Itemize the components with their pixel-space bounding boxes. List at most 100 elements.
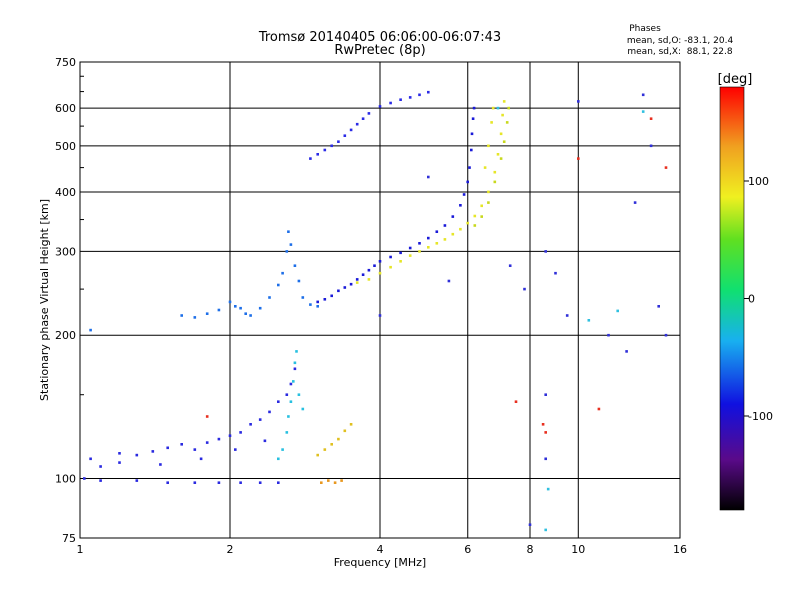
data-point-s0-4 — [193, 481, 197, 484]
data-point-s2-19 — [459, 204, 462, 207]
data-point-s8-4 — [343, 429, 347, 433]
x-tick-label: 10 — [571, 543, 585, 556]
data-point-s1-16 — [293, 264, 297, 267]
data-point-s1-10 — [268, 296, 271, 299]
data-point-s4-18 — [499, 132, 503, 136]
data-point-s2-1 — [323, 298, 327, 301]
data-point-s8-5 — [349, 423, 353, 426]
data-point-s6-6 — [293, 361, 297, 365]
data-point-s10-6 — [625, 350, 628, 353]
data-point-s10-9 — [649, 144, 653, 148]
data-point-s0-30 — [199, 457, 203, 461]
data-point-s4-13 — [473, 214, 477, 218]
data-point-s10-3 — [565, 314, 569, 317]
data-point-s0-1 — [99, 479, 102, 482]
data-point-s4-9 — [443, 238, 447, 241]
data-point-s2-6 — [355, 278, 359, 281]
data-point-s4-15 — [487, 190, 490, 194]
data-point-s0-9 — [89, 457, 92, 461]
data-point-s3-6 — [349, 128, 353, 132]
colorbar-tick-label: -100 — [748, 410, 773, 423]
y-tick-label: 500 — [55, 140, 76, 153]
data-point-s10-5 — [607, 333, 610, 337]
data-point-s8-1 — [323, 448, 327, 451]
data-point-s1-11 — [277, 283, 280, 287]
data-point-s4-12 — [466, 221, 469, 225]
data-point-s6-2 — [285, 431, 289, 434]
data-point-s5-7 — [507, 106, 510, 110]
data-point-s4-24 — [483, 166, 487, 169]
data-point-s1-15 — [289, 243, 293, 246]
data-point-s1-5 — [234, 305, 237, 308]
data-point-s6-3 — [287, 415, 290, 418]
data-point-s10-7 — [633, 201, 637, 204]
chart-subtitle: RwPretec (8p) — [334, 43, 425, 58]
data-point-s2-10 — [378, 260, 382, 263]
data-point-s2-3 — [337, 289, 340, 293]
data-point-s1-1 — [193, 316, 197, 319]
x-axis-label: Frequency [MHz] — [334, 556, 426, 569]
colorbar-label: [deg] — [718, 72, 753, 87]
data-point-s1-14 — [287, 230, 290, 233]
data-point-s0-25 — [285, 393, 289, 396]
data-point-s3-5 — [343, 134, 347, 137]
data-point-s1-0 — [180, 314, 183, 317]
data-point-s10-10 — [657, 305, 660, 308]
data-point-s4-5 — [408, 254, 412, 257]
data-point-s4-1 — [367, 278, 371, 281]
y-axis-label: Stationary phase Virtual Height [km] — [38, 199, 51, 401]
data-point-s2-17 — [443, 224, 447, 227]
data-point-s10-8 — [641, 93, 645, 97]
data-point-s2-22 — [468, 166, 471, 169]
data-point-s0-15 — [180, 443, 183, 446]
data-point-s0-16 — [193, 448, 197, 451]
data-point-s3-3 — [330, 144, 333, 148]
data-point-s2-16 — [435, 230, 439, 233]
data-point-s0-27 — [293, 367, 297, 371]
data-point-s0-5 — [217, 481, 221, 484]
data-point-s5-1 — [480, 215, 483, 218]
data-point-s0-3 — [166, 481, 169, 484]
data-point-s9-4 — [541, 423, 545, 426]
y-tick-label: 100 — [55, 473, 76, 486]
data-point-s7-3 — [340, 479, 343, 482]
data-point-s1-18 — [301, 296, 305, 299]
x-tick-label: 6 — [464, 543, 471, 556]
data-point-s2-9 — [373, 264, 376, 267]
data-point-s0-7 — [258, 481, 262, 484]
data-point-s10-12 — [544, 393, 547, 396]
data-point-s1-12 — [281, 271, 284, 275]
data-point-s5-0 — [473, 224, 477, 227]
data-point-s6-5 — [292, 380, 295, 383]
data-point-s0-0 — [83, 477, 86, 480]
data-point-s7-1 — [327, 479, 330, 482]
data-point-s0-26 — [289, 382, 293, 386]
data-point-s4-11 — [459, 227, 462, 231]
data-point-s2-21 — [466, 180, 469, 184]
data-point-s0-21 — [249, 423, 252, 426]
data-point-s2-2 — [330, 294, 333, 298]
data-point-s2-7 — [361, 273, 365, 276]
data-point-s2-15 — [427, 236, 430, 240]
data-point-s6-4 — [289, 400, 293, 403]
data-point-s6-7 — [295, 350, 298, 353]
data-point-s7-2 — [333, 481, 337, 484]
data-point-s0-11 — [118, 461, 121, 464]
data-point-s4-19 — [501, 113, 504, 117]
data-point-s3-10 — [378, 105, 382, 108]
data-point-s3-1 — [316, 153, 319, 156]
stats-line-o: mean, sd,O: -83.1, 20.4 — [627, 36, 734, 46]
data-point-s10-13 — [544, 457, 547, 461]
data-point-s5-5 — [502, 140, 506, 143]
data-point-s4-4 — [399, 260, 402, 263]
data-point-s4-3 — [389, 265, 392, 269]
data-point-s10-17 — [378, 314, 382, 317]
data-point-s10-14 — [528, 523, 532, 526]
data-point-s0-20 — [239, 431, 242, 434]
data-point-s1-3 — [217, 308, 221, 312]
data-point-s2-13 — [408, 246, 412, 250]
data-point-s10-18 — [508, 264, 512, 267]
data-point-s2-25 — [471, 117, 475, 120]
data-point-s8-3 — [337, 437, 340, 441]
